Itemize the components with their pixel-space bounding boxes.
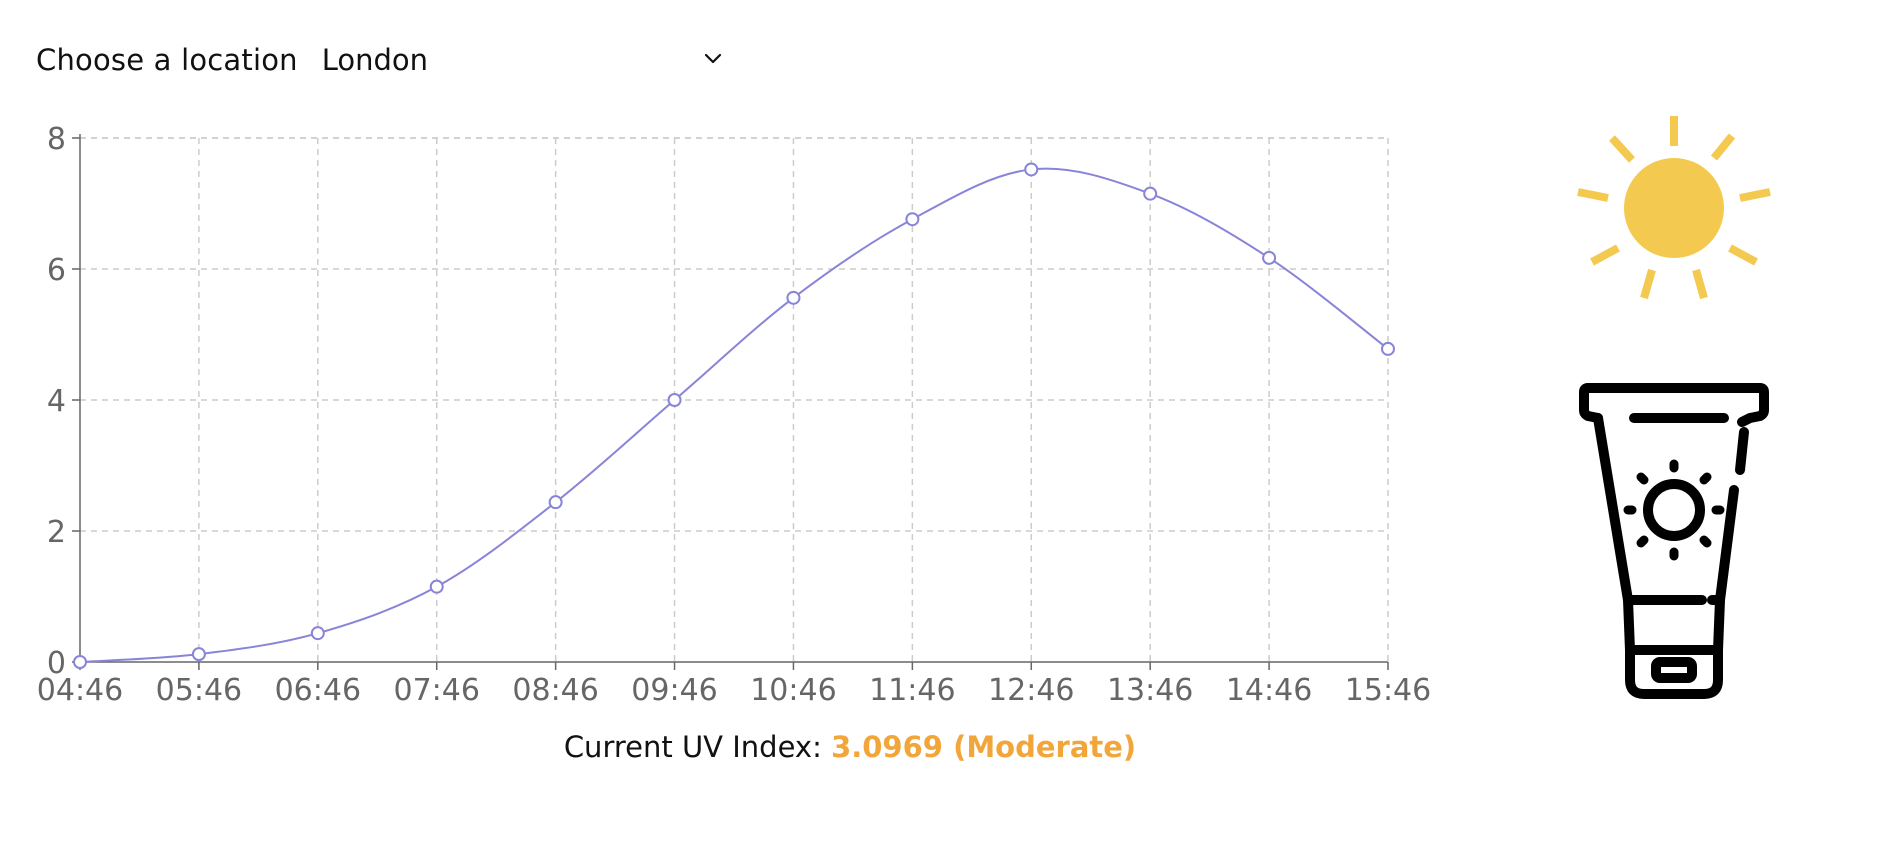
uv-label: Current UV Index: <box>563 730 822 764</box>
sun-icon <box>1577 116 1771 300</box>
uv-data-point <box>1024 162 1039 177</box>
location-select[interactable]: London <box>322 38 724 82</box>
y-tick-label: 8 <box>47 122 66 157</box>
uv-data-point <box>1143 186 1158 201</box>
x-tick-label: 15:46 <box>1345 673 1431 708</box>
y-tick-label: 0 <box>47 646 66 681</box>
x-tick-label: 06:46 <box>275 673 361 708</box>
location-picker: Choose a location London <box>36 38 724 82</box>
uv-data-point <box>73 655 87 669</box>
x-tick-label: 04:46 <box>37 673 123 708</box>
uv-value: 3.0969 (Moderate) <box>831 730 1137 764</box>
uv-data-point <box>667 393 682 407</box>
uv-data-point <box>905 212 920 227</box>
y-tick-label: 2 <box>47 515 66 550</box>
x-tick-label: 07:46 <box>393 673 479 708</box>
chevron-down-icon <box>704 53 721 64</box>
uv-data-point <box>1262 250 1277 265</box>
x-tick-label: 14:46 <box>1226 673 1312 708</box>
y-tick-label: 4 <box>47 384 66 419</box>
x-tick-label: 05:46 <box>156 673 242 708</box>
uv-data-point <box>310 626 325 641</box>
uv-chart: 0 2 4 6 8 04:46 05:46 06:46 07:46 08:46 09:46 10:46… <box>37 122 1431 708</box>
x-tick-label: 10:46 <box>750 673 836 708</box>
uv-data-point <box>786 290 801 305</box>
uv-data-point <box>429 579 444 594</box>
x-tick-label: 12:46 <box>988 673 1074 708</box>
uv-data-point <box>191 647 206 662</box>
x-tick-label: 09:46 <box>631 673 717 708</box>
location-selected-value: London <box>321 43 429 77</box>
uv-data-point <box>548 495 563 510</box>
sunscreen-icon <box>1579 383 1769 699</box>
uv-data-point <box>1381 341 1395 356</box>
x-tick-label: 13:46 <box>1107 673 1193 708</box>
x-tick-label: 11:46 <box>869 673 955 708</box>
location-label: Choose a location <box>36 43 298 77</box>
x-tick-label: 08:46 <box>512 673 598 708</box>
uv-series-line <box>79 167 1389 663</box>
y-tick-label: 6 <box>47 253 66 288</box>
uv-readout: Current UV Index: 3.0969 (Moderate) <box>0 730 1700 764</box>
